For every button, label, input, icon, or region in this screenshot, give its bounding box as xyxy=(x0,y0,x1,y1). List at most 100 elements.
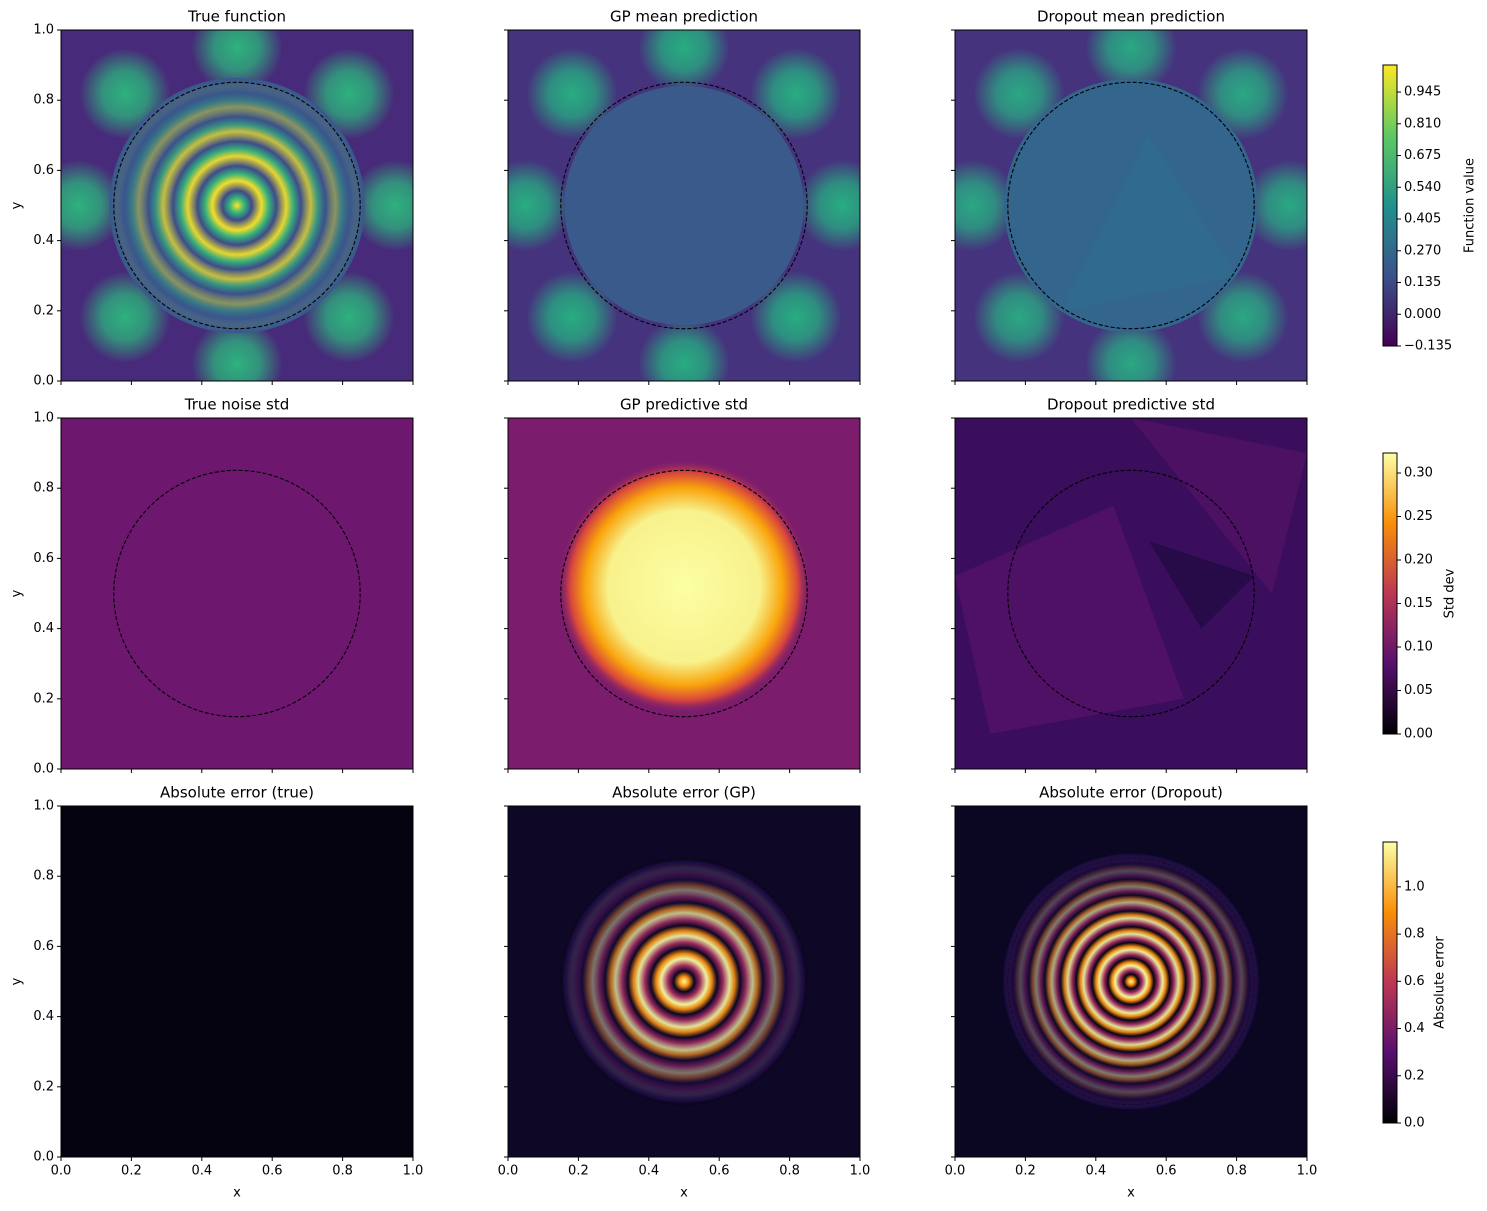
heatmap xyxy=(61,418,413,769)
colorbar-tick-label: 0.2 xyxy=(1404,1068,1425,1083)
field-base xyxy=(61,418,413,769)
colorbar-tick-label: 0.10 xyxy=(1404,640,1433,655)
reference-circle xyxy=(560,469,808,718)
colorbar xyxy=(1382,841,1398,1124)
colorbar-tick-label: 0.4 xyxy=(1404,1021,1425,1036)
y-tick-label: 0.4 xyxy=(33,1009,54,1024)
axes-frame xyxy=(954,29,1308,382)
x-tick-label: 0.0 xyxy=(945,1164,966,1179)
field-blob xyxy=(1085,317,1177,381)
x-tick-label: 1.0 xyxy=(1297,1164,1318,1179)
y-tick-label: 0.2 xyxy=(33,1079,54,1094)
x-tick-label: 0.4 xyxy=(191,1164,212,1179)
y-tick-label: 0.6 xyxy=(33,551,54,566)
field-fade xyxy=(563,860,805,1103)
heatmap xyxy=(61,30,413,381)
colorbar-tick-label: 0.405 xyxy=(1404,212,1441,227)
field-blob xyxy=(526,271,618,363)
axes-frame xyxy=(507,29,861,382)
y-tick-label: 0.0 xyxy=(33,762,54,777)
field-base xyxy=(955,418,1307,769)
axes-frame xyxy=(954,417,1308,770)
field-blob xyxy=(750,271,842,363)
field-patch xyxy=(1060,135,1237,311)
colorbar-tick-label: 0.6 xyxy=(1404,974,1425,989)
x-tick-label: 0.4 xyxy=(1085,1164,1106,1179)
y-tick-label: 0.6 xyxy=(33,163,54,178)
y-tick-label: 0.2 xyxy=(33,691,54,706)
colorbar-tick-label: 0.8 xyxy=(1404,927,1425,942)
colorbar-tick-label: −0.135 xyxy=(1404,339,1452,354)
x-tick-label: 1.0 xyxy=(850,1164,871,1179)
panel-title: Dropout predictive std xyxy=(1047,396,1215,414)
y-tick-label: 0.8 xyxy=(33,869,54,884)
y-tick-label: 0.8 xyxy=(33,93,54,108)
colorbar-tick-label: 0.810 xyxy=(1404,116,1441,131)
x-axis-label: x xyxy=(1127,1186,1135,1201)
y-tick-label: 0.4 xyxy=(33,233,54,248)
x-axis-label: x xyxy=(680,1186,688,1201)
y-tick-label: 0.2 xyxy=(33,303,54,318)
y-tick-label: 1.0 xyxy=(33,23,54,38)
reference-circle xyxy=(113,81,361,330)
panel-title: Absolute error (GP) xyxy=(612,784,756,802)
field-blob xyxy=(349,159,413,252)
x-tick-label: 0.4 xyxy=(638,1164,659,1179)
axes-frame xyxy=(507,805,861,1158)
colorbar-tick-label: 0.20 xyxy=(1404,553,1433,568)
colorbar-tick-label: 0.945 xyxy=(1404,85,1441,100)
axes-frame xyxy=(60,805,414,1158)
field-blob xyxy=(638,30,730,94)
field-blob xyxy=(638,317,730,381)
panel-title: True noise std xyxy=(184,396,290,414)
field-blob xyxy=(526,48,618,140)
colorbar-tick-label: 0.00 xyxy=(1404,727,1433,742)
field-blob xyxy=(1243,159,1307,252)
heatmap xyxy=(955,418,1307,769)
reference-circle xyxy=(1007,469,1255,718)
colorbar-tick-label: 1.0 xyxy=(1404,879,1425,894)
x-tick-label: 0.6 xyxy=(262,1164,283,1179)
heatmap xyxy=(955,30,1307,381)
colorbar-tick-label: 0.135 xyxy=(1404,275,1441,290)
axes-frame xyxy=(60,417,414,770)
field-blob xyxy=(955,159,1019,252)
reference-circle xyxy=(560,857,808,1106)
reference-circle xyxy=(1007,857,1255,1106)
field-blob xyxy=(191,317,283,381)
reference-circle xyxy=(113,469,361,718)
field-patch xyxy=(1131,418,1307,594)
heatmap xyxy=(508,30,860,381)
colorbar xyxy=(1382,64,1398,347)
colorbar-tick-label: 0.30 xyxy=(1404,466,1433,481)
colorbar-tick-label: 0.25 xyxy=(1404,509,1433,524)
y-tick-label: 1.0 xyxy=(33,799,54,814)
panel-title: GP mean prediction xyxy=(610,8,758,26)
colorbar-tick-label: 0.270 xyxy=(1404,243,1441,258)
y-tick-label: 0.8 xyxy=(33,481,54,496)
heatmap xyxy=(61,806,413,1157)
y-tick-label: 0.6 xyxy=(33,939,54,954)
x-axis-label: x xyxy=(233,1186,241,1201)
colorbar-tick-label: 0.675 xyxy=(1404,148,1441,163)
x-tick-label: 1.0 xyxy=(403,1164,424,1179)
y-axis-label: y xyxy=(10,977,25,985)
panel-title: Dropout mean prediction xyxy=(1037,8,1225,26)
field-patch xyxy=(1148,540,1255,629)
heatmap xyxy=(955,806,1307,1157)
x-tick-label: 0.6 xyxy=(1156,1164,1177,1179)
reference-circle xyxy=(1007,81,1255,330)
field-blob xyxy=(191,30,283,94)
colorbar-label: Function value xyxy=(1463,158,1478,253)
field-fade xyxy=(109,77,365,334)
x-tick-label: 0.0 xyxy=(51,1164,72,1179)
panel-title: Absolute error (Dropout) xyxy=(1039,784,1223,802)
x-tick-label: 0.8 xyxy=(332,1164,353,1179)
colorbar-tick-label: 0.15 xyxy=(1404,596,1433,611)
y-axis-label: y xyxy=(10,201,25,209)
colorbar-label: Absolute error xyxy=(1433,936,1448,1029)
field-blob xyxy=(796,159,860,252)
x-tick-label: 0.0 xyxy=(498,1164,519,1179)
colorbar-tick-label: 0.05 xyxy=(1404,683,1433,698)
